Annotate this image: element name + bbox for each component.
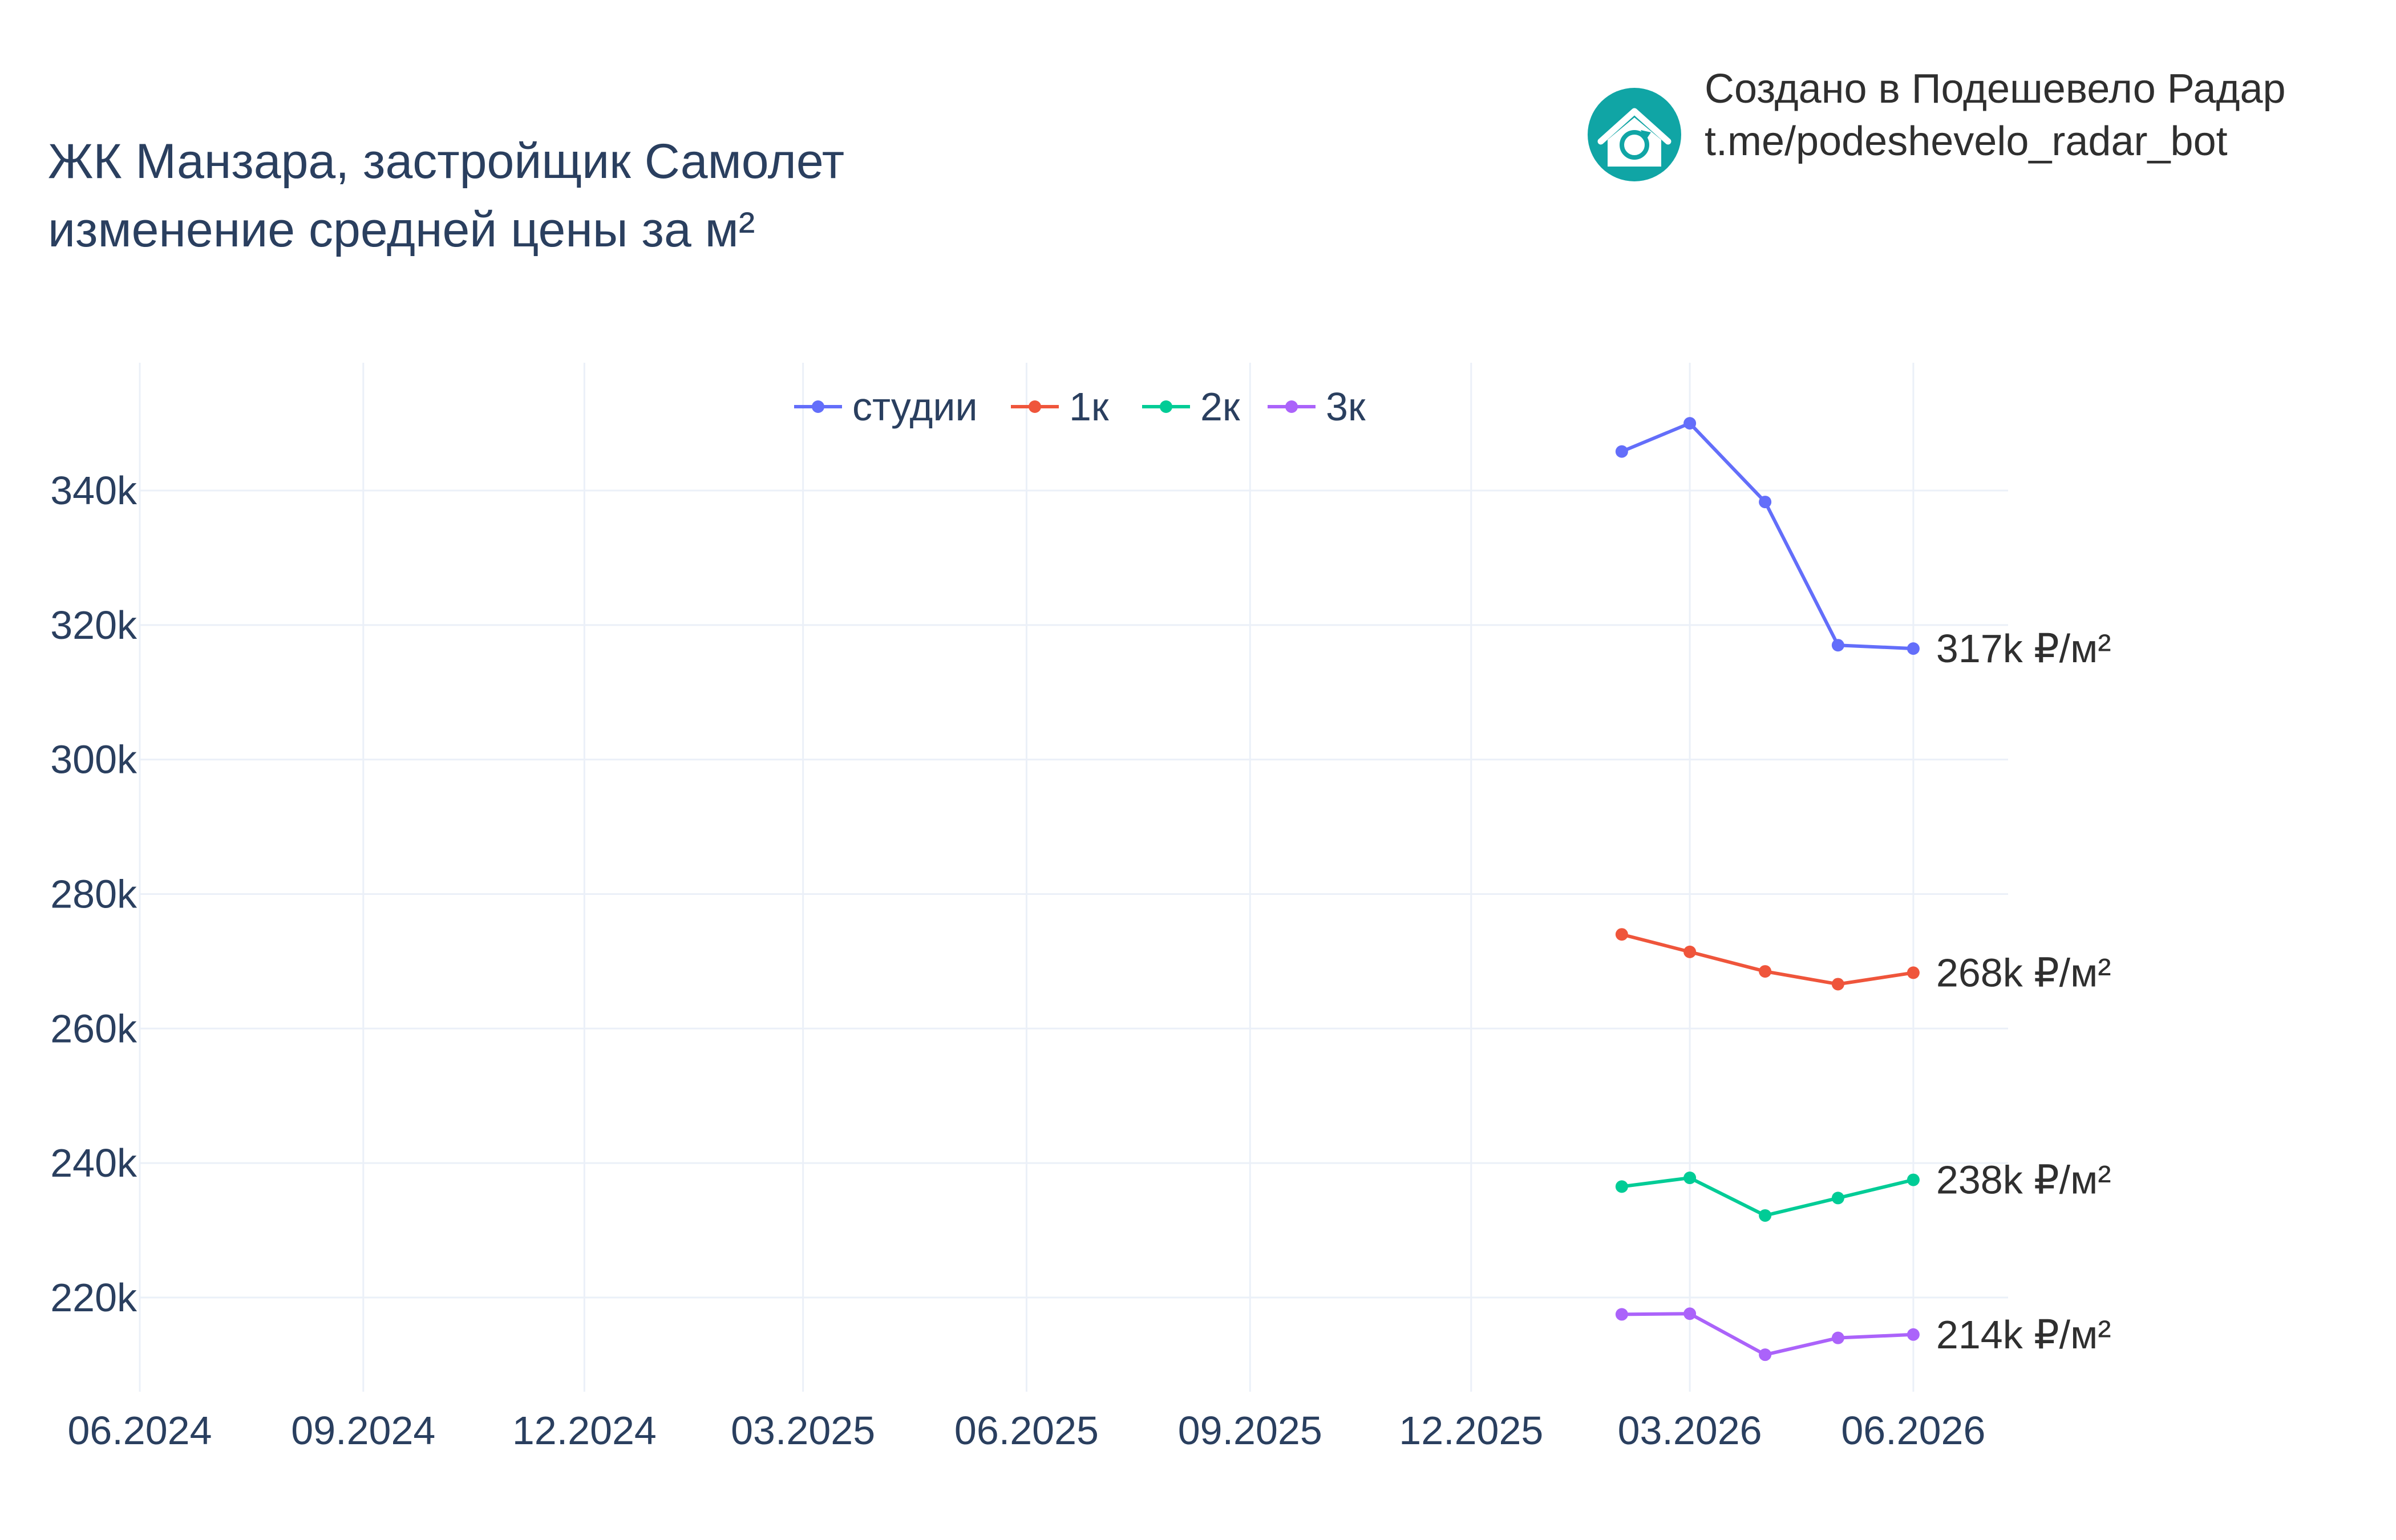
data-point: [1615, 445, 1628, 458]
y-tick-label: 320k: [50, 603, 137, 647]
legend-item[interactable]: 2к: [1142, 384, 1240, 429]
x-tick-label: 03.2025: [731, 1408, 875, 1453]
data-point: [1615, 928, 1628, 941]
data-point: [1831, 1331, 1844, 1344]
legend-label: 3к: [1326, 384, 1366, 429]
legend-item[interactable]: 3к: [1268, 384, 1366, 429]
y-tick-label: 280k: [50, 872, 137, 916]
credit-line1: Создано в Подешевело Радар: [1705, 66, 2286, 112]
x-tick-label: 03.2026: [1618, 1408, 1762, 1453]
x-tick-label: 06.2026: [1841, 1408, 1985, 1453]
legend-item[interactable]: студии: [794, 384, 978, 429]
credit-line2[interactable]: t.me/podeshevelo_radar_bot: [1705, 119, 2228, 164]
y-tick-label: 240k: [50, 1141, 137, 1185]
legend-label: 1к: [1069, 384, 1109, 429]
legend-swatch-marker: [1029, 400, 1041, 413]
data-point: [1683, 945, 1697, 958]
legend[interactable]: студии 1к 2к 3к: [794, 384, 1366, 429]
data-point: [1907, 642, 1920, 655]
data-point: [1683, 1307, 1697, 1320]
data-point: [1759, 1348, 1772, 1361]
x-tick-label: 06.2025: [954, 1408, 1099, 1453]
data-point: [1831, 639, 1844, 652]
y-tick-label: 220k: [50, 1275, 137, 1320]
x-tick-label: 09.2024: [291, 1408, 435, 1453]
data-point: [1759, 965, 1772, 978]
legend-label: студии: [852, 384, 978, 429]
end-value-label: 268k ₽/м²: [1936, 950, 2111, 995]
data-point: [1907, 966, 1920, 979]
legend-item[interactable]: 1к: [1011, 384, 1109, 429]
house-refresh-icon: [1597, 108, 1671, 167]
end-value-label: 214k ₽/м²: [1936, 1312, 2111, 1357]
end-labels: 317k ₽/м² 268k ₽/м² 238k ₽/м² 214k ₽/м²: [1936, 626, 2111, 1357]
x-tick-label: 12.2025: [1399, 1408, 1543, 1453]
data-point: [1759, 496, 1772, 509]
chart-title-line1: ЖК Манзара, застройщик Самолет: [48, 134, 844, 189]
data-point: [1831, 978, 1844, 991]
series-line-1: [1621, 422, 1914, 651]
data-point: [1683, 1172, 1697, 1185]
end-value-label: 317k ₽/м²: [1936, 626, 2111, 671]
y-tick-label: 300k: [50, 737, 137, 782]
legend-swatch-marker: [1160, 400, 1172, 413]
legend-label: 2к: [1200, 384, 1240, 429]
end-value-label: 238k ₽/м²: [1936, 1158, 2111, 1202]
x-tick-label: 09.2025: [1178, 1408, 1322, 1453]
y-tick-label: 340k: [50, 468, 137, 513]
series-lines: [1615, 417, 1920, 1361]
chart-title-line2: изменение средней цены за м²: [48, 202, 755, 257]
data-point: [1615, 1308, 1628, 1321]
x-tick-label: 06.2024: [67, 1408, 212, 1453]
credit-logo: [1588, 88, 1681, 181]
legend-swatch-marker: [1285, 400, 1298, 413]
x-tick-label: 12.2024: [512, 1408, 657, 1453]
axis-ticks: 06.2024 09.2024 12.2024 03.2025 06.2025 09.20…: [50, 468, 1985, 1453]
grid: [139, 363, 2008, 1392]
data-point: [1907, 1173, 1920, 1186]
series-line-4: [1621, 1312, 1914, 1357]
data-point: [1615, 1180, 1628, 1193]
data-point: [1759, 1209, 1772, 1222]
y-tick-label: 260k: [50, 1006, 137, 1051]
data-point: [1907, 1328, 1920, 1341]
data-point: [1683, 417, 1697, 430]
data-point: [1831, 1192, 1844, 1205]
legend-swatch-marker: [812, 400, 824, 413]
